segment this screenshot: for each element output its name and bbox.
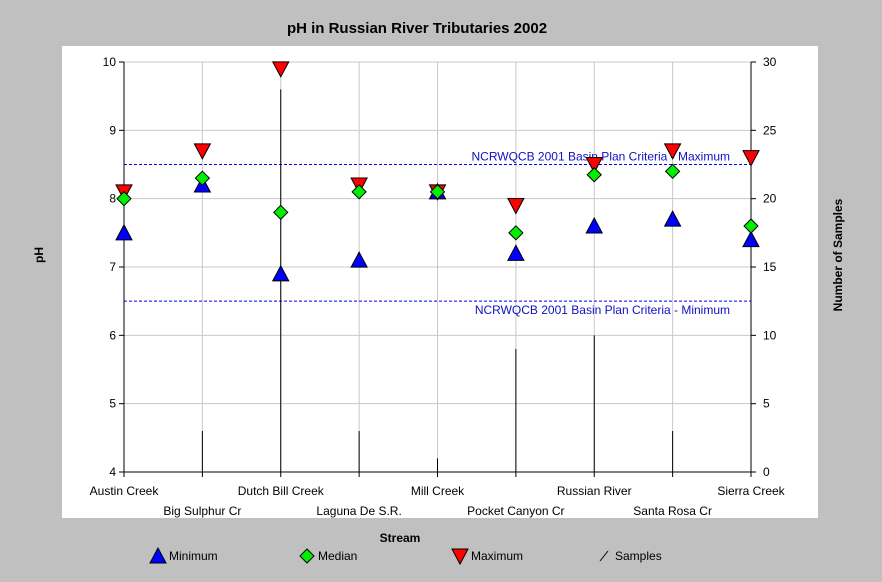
- maximum-point: [585, 157, 604, 174]
- median-point: [351, 184, 367, 200]
- x-tick-label: Santa Rosa Cr: [633, 504, 712, 518]
- median-point: [273, 204, 289, 221]
- y-tick-label: 5: [109, 397, 116, 411]
- y2-tick-label: 15: [763, 260, 777, 274]
- median-point: [664, 163, 681, 180]
- y2-axis-title: Number of Samples: [831, 198, 845, 311]
- maximum-point: [742, 150, 760, 167]
- y-tick-label: 6: [109, 328, 116, 342]
- median-point: [116, 190, 132, 207]
- maximum-point: [663, 143, 682, 160]
- legend-label-median: Median: [318, 549, 357, 563]
- maximum-point: [507, 198, 525, 215]
- chart-title: pH in Russian River Tributaries 2002: [287, 20, 547, 37]
- x-tick-label: Austin Creek: [90, 484, 160, 498]
- x-tick-label: Pocket Canyon Cr: [467, 504, 564, 518]
- x-axis-title: Stream: [380, 531, 421, 545]
- legend-swatch-median: [299, 548, 315, 564]
- x-tick-label: Sierra Creek: [717, 484, 785, 498]
- minimum-point: [742, 230, 760, 248]
- reference-lines: NCRWQCB 2001 Basin Plan Criteria - Maxim…: [124, 150, 751, 317]
- legend-swatch-samples: [599, 550, 609, 562]
- y2-tick-label: 25: [763, 123, 777, 137]
- y-axis-title: pH: [32, 247, 46, 263]
- minimum-point: [271, 264, 290, 282]
- legend-label-samples: Samples: [615, 549, 662, 563]
- minimum-point: [350, 251, 368, 268]
- maximum-point: [271, 61, 290, 78]
- x-tick-label: Dutch Bill Creek: [238, 484, 325, 498]
- y-tick-label: 7: [109, 260, 116, 274]
- y2-tick-label: 20: [763, 192, 777, 206]
- x-tick-label: Mill Creek: [411, 484, 465, 498]
- median-point: [194, 170, 211, 186]
- y-tick-label: 9: [109, 123, 116, 137]
- x-tick-label: Laguna De S.R.: [316, 504, 401, 518]
- median-point: [586, 167, 602, 183]
- minimum-point: [663, 210, 682, 227]
- legend-swatch-maximum: [451, 548, 469, 566]
- y2-tick-label: 0: [763, 465, 770, 479]
- minimum-point: [115, 223, 133, 241]
- y-tick-label: 8: [109, 192, 116, 206]
- legend-swatch-minimum: [149, 546, 167, 564]
- y2-tick-label: 5: [763, 397, 770, 411]
- y-tick-label: 4: [109, 465, 116, 479]
- legend-label-maximum: Maximum: [471, 549, 523, 563]
- plot-background: [62, 46, 818, 518]
- median-point: [743, 218, 759, 234]
- reference-line-label: NCRWQCB 2001 Basin Plan Criteria - Minim…: [475, 303, 730, 317]
- y2-tick-label: 10: [763, 328, 777, 342]
- y2-tick-label: 30: [763, 55, 777, 69]
- legend: Minimum Median Maximum Samples: [149, 546, 662, 566]
- median-point: [508, 225, 524, 241]
- maximum-point: [193, 143, 212, 160]
- median-point: [429, 184, 446, 200]
- x-tick-label: Russian River: [557, 484, 632, 498]
- legend-label-minimum: Minimum: [169, 549, 218, 563]
- reference-line-label: NCRWQCB 2001 Basin Plan Criteria - Maxim…: [471, 150, 730, 164]
- x-tick-label: Big Sulphur Cr: [163, 504, 241, 518]
- minimum-point: [507, 244, 525, 261]
- minimum-point: [585, 216, 604, 234]
- marker-series: [115, 61, 760, 282]
- y-tick-label: 10: [103, 55, 117, 69]
